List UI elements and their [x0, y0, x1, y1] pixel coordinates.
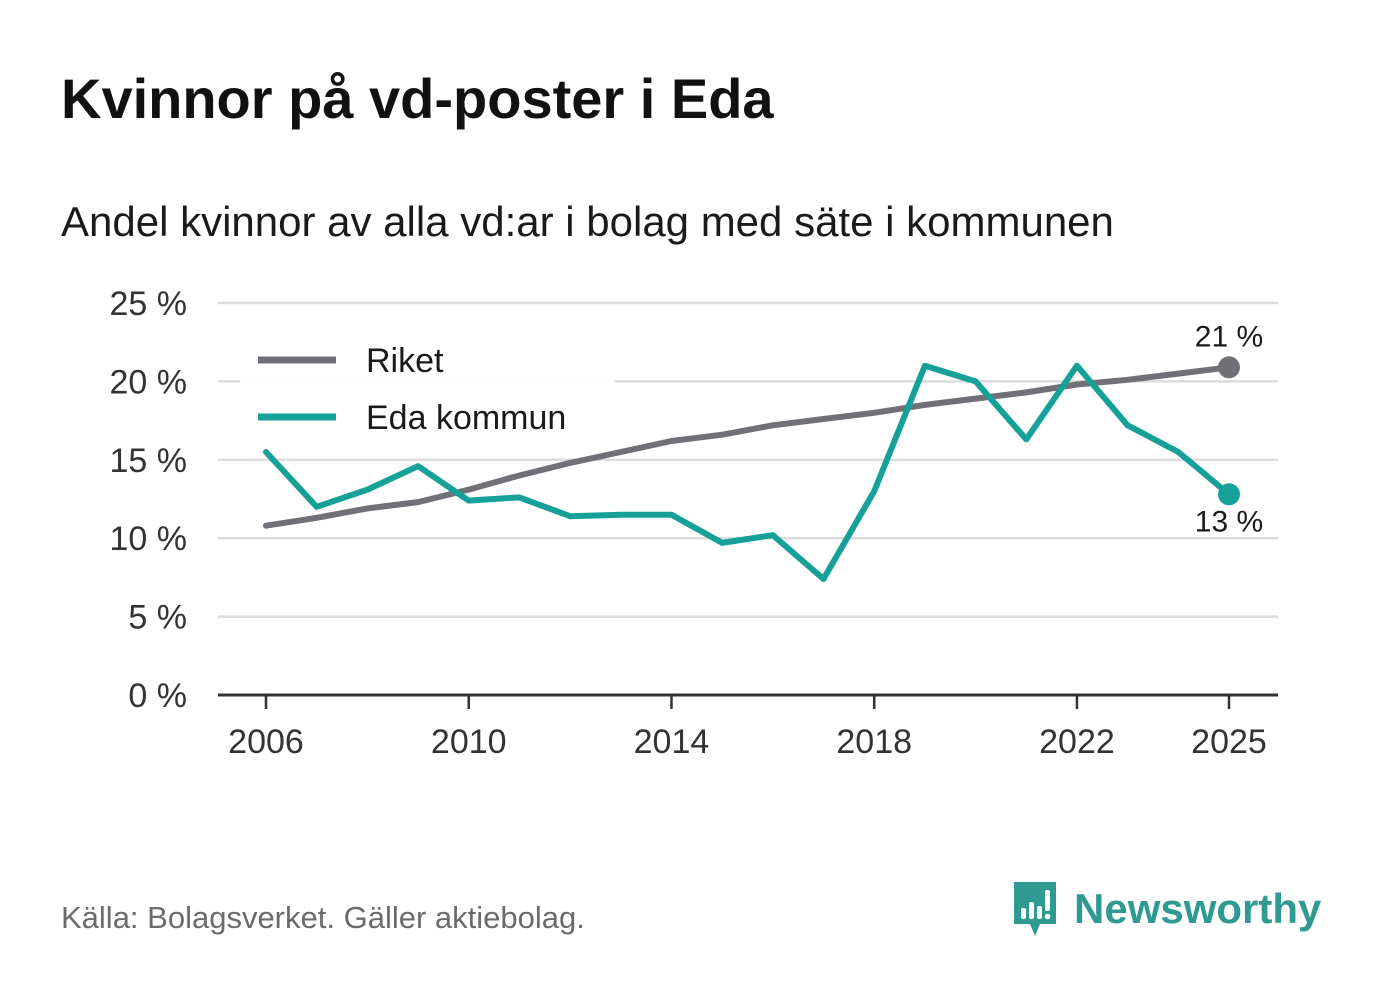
legend: Riket Eda kommun — [240, 330, 615, 442]
y-tick-label: 20 % — [110, 363, 188, 401]
end-value-label: 13 % — [1195, 505, 1263, 538]
legend-background — [240, 330, 615, 442]
y-tick-label: 15 % — [110, 442, 188, 480]
newsworthy-logo-icon — [1014, 882, 1056, 936]
chart-subtitle: Andel kvinnor av alla vd:ar i bolag med … — [61, 198, 1114, 245]
legend-label: Eda kommun — [366, 399, 566, 437]
end-labels: 21 % 13 % — [1195, 320, 1263, 538]
end-point — [1218, 483, 1240, 506]
y-tick-label: 25 % — [110, 285, 188, 323]
brand-logo: Newsworthy — [1010, 878, 1321, 940]
brand-name: Newsworthy — [1074, 885, 1322, 932]
source-note: Källa: Bolagsverket. Gäller aktiebolag. — [61, 900, 585, 935]
x-tick-label: 2018 — [836, 723, 912, 761]
series-line-eda-kommun — [263, 362, 1232, 582]
y-tick-label: 0 % — [128, 677, 187, 715]
legend-label: Riket — [366, 342, 444, 380]
x-tick-label: 2022 — [1039, 723, 1115, 761]
x-tick-label: 2025 — [1191, 723, 1267, 761]
x-tick-label: 2010 — [431, 723, 507, 761]
y-tick-label: 10 % — [110, 520, 188, 558]
x-axis: 2006 2010 2014 2018 2022 2025 — [218, 693, 1278, 761]
end-value-label: 21 % — [1195, 320, 1263, 353]
x-tick-label: 2014 — [634, 723, 710, 761]
chart-title: Kvinnor på vd-poster i Eda — [61, 67, 774, 130]
end-point — [1218, 356, 1240, 379]
series-line-riket — [263, 364, 1232, 529]
x-tick-label: 2006 — [228, 723, 304, 761]
y-axis-tick-labels: 0 % 5 % 10 % 15 % 20 % 25 % — [110, 285, 188, 715]
y-tick-label: 5 % — [128, 599, 187, 637]
series-lines — [263, 362, 1232, 582]
